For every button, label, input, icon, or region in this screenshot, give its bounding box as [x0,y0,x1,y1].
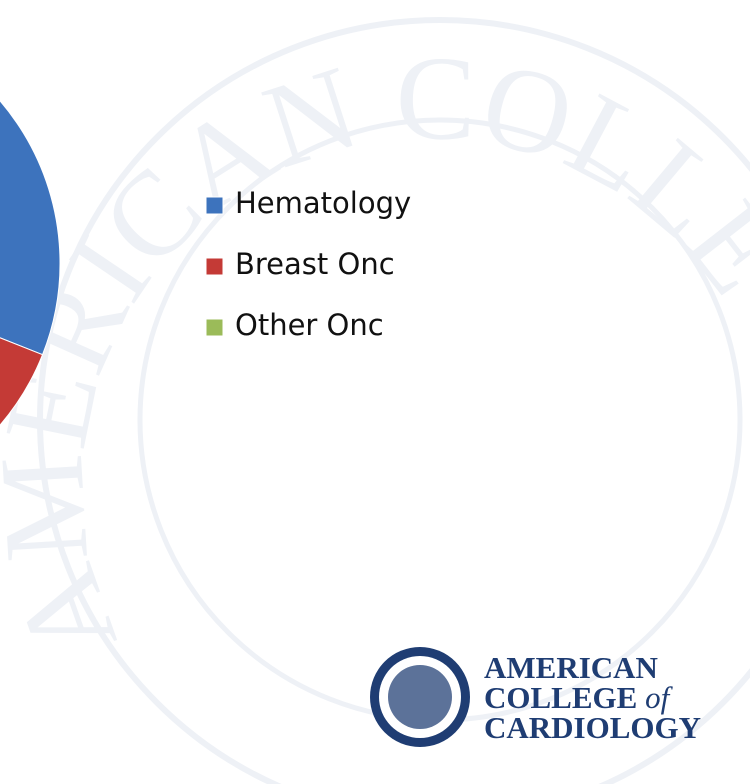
legend-label: Hematology [235,186,411,220]
legend: Hematology Breast Onc Other Onc [206,186,411,342]
legend-swatch [206,319,223,336]
legend-label: Breast Onc [235,247,395,281]
legend-swatch [206,258,223,275]
slide: AMERICAN COLLEGE OF CARDIOLOGY 31%45%24%… [0,0,750,784]
logo: AMERICAN COLLEGE of CARDIOLOGY [370,647,701,747]
legend-swatch [206,197,223,214]
legend-label: Other Onc [235,308,384,342]
logo-line: CARDIOLOGY [484,710,701,745]
logo-seal-core [388,665,452,729]
pie-slice [0,14,60,355]
